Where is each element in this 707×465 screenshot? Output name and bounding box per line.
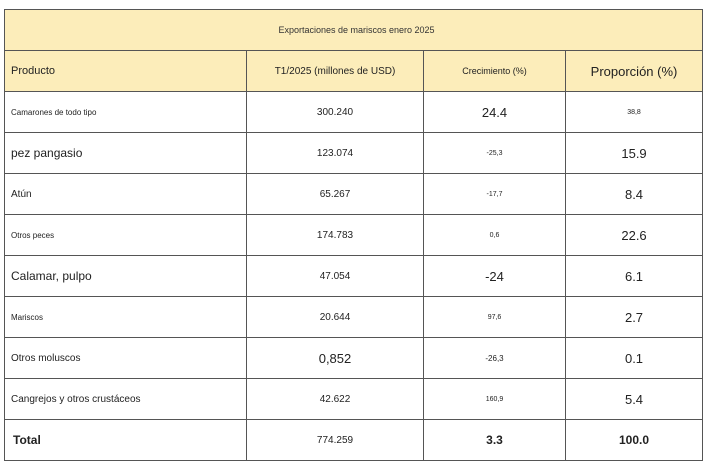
product-cell: Otros moluscos	[4, 337, 247, 379]
header-share: Proporción (%)	[564, 50, 704, 92]
value-cell: 42.622	[246, 378, 424, 420]
value-cell: 47.054	[246, 255, 424, 297]
table-row: Otros peces 174.783 0,6 22.6	[4, 214, 704, 256]
value-cell: 65.267	[246, 173, 424, 215]
table-row: Otros moluscos 0,852 -26,3 0.1	[4, 337, 704, 379]
product-cell: Calamar, pulpo	[4, 255, 247, 297]
header-growth: Crecimiento (%)	[423, 50, 566, 92]
table-row: pez pangasio 123.074 -25,3 15.9	[4, 132, 704, 174]
total-growth: 3.3	[423, 419, 566, 461]
product-cell: Cangrejos y otros crustáceos	[4, 378, 247, 420]
header-row: Producto T1/2025 (millones de USD) Creci…	[4, 50, 704, 92]
value-cell: 123.074	[246, 132, 424, 174]
share-cell: 5.4	[564, 378, 704, 420]
header-q1-2025: T1/2025 (millones de USD)	[246, 50, 424, 92]
growth-cell: -25,3	[423, 132, 566, 174]
growth-cell: -26,3	[423, 337, 566, 379]
share-cell: 38,8	[564, 91, 704, 133]
product-cell: Otros peces	[4, 214, 247, 256]
product-cell: Camarones de todo tipo	[4, 91, 247, 133]
table-row: Atún 65.267 -17,7 8.4	[4, 173, 704, 215]
table-row: Cangrejos y otros crustáceos 42.622 160,…	[4, 378, 704, 420]
header-product: Producto	[4, 50, 247, 92]
share-cell: 2.7	[564, 296, 704, 338]
table-row: Camarones de todo tipo 300.240 24.4 38,8	[4, 91, 704, 133]
value-cell: 174.783	[246, 214, 424, 256]
product-cell: pez pangasio	[4, 132, 247, 174]
growth-cell: -17,7	[423, 173, 566, 215]
growth-cell: 0,6	[423, 214, 566, 256]
total-label: Total	[4, 419, 247, 461]
growth-cell: -24	[423, 255, 566, 297]
table-row: Calamar, pulpo 47.054 -24 6.1	[4, 255, 704, 297]
share-cell: 0.1	[564, 337, 704, 379]
product-cell: Mariscos	[4, 296, 247, 338]
growth-cell: 160,9	[423, 378, 566, 420]
product-cell: Atún	[4, 173, 247, 215]
share-cell: 6.1	[564, 255, 704, 297]
share-cell: 8.4	[564, 173, 704, 215]
value-cell: 300.240	[246, 91, 424, 133]
share-cell: 15.9	[564, 132, 704, 174]
table-title-row: Exportaciones de mariscos enero 2025	[3, 9, 704, 51]
exports-table: Exportaciones de mariscos enero 2025 Pro…	[3, 9, 704, 461]
value-cell: 0,852	[246, 337, 424, 379]
growth-cell: 24.4	[423, 91, 566, 133]
value-cell: 20.644	[246, 296, 424, 338]
total-share: 100.0	[564, 419, 704, 461]
total-row: Total 774.259 3.3 100.0	[4, 419, 704, 461]
growth-cell: 97,6	[423, 296, 566, 338]
total-value: 774.259	[246, 419, 424, 461]
share-cell: 22.6	[564, 214, 704, 256]
table-row: Mariscos 20.644 97,6 2.7	[4, 296, 704, 338]
table-title: Exportaciones de mariscos enero 2025	[3, 9, 704, 51]
